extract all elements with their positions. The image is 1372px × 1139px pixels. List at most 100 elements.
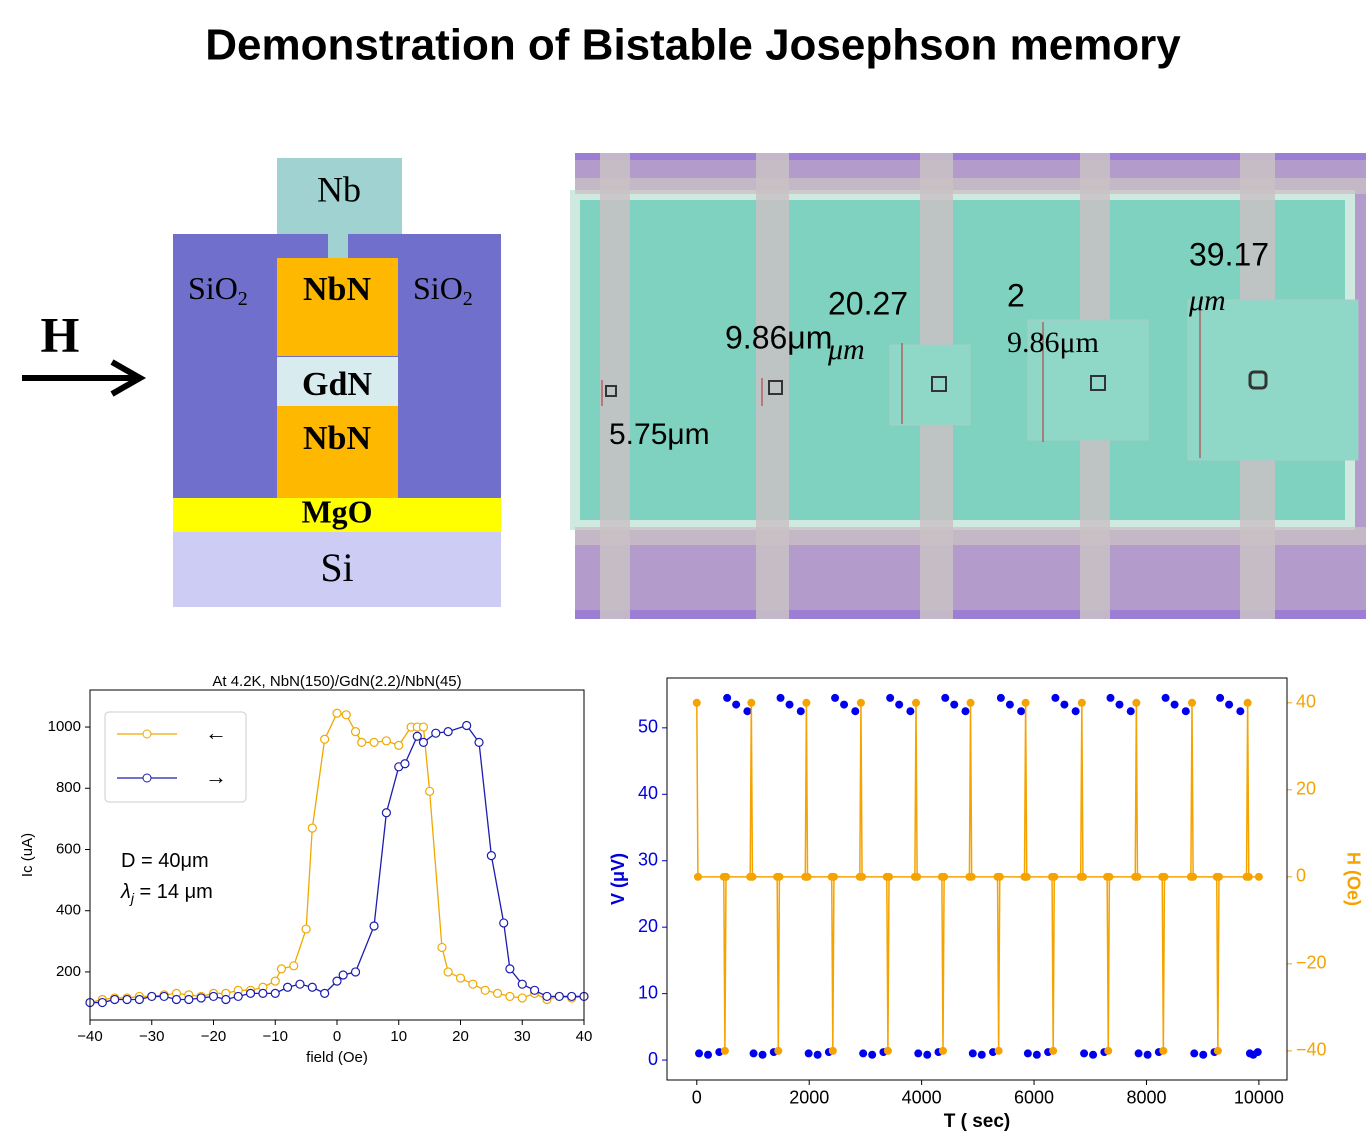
data-point bbox=[350, 967, 361, 977]
data-point bbox=[122, 994, 132, 1005]
size-label: μm bbox=[1188, 284, 1226, 317]
chart: At 4.2K, NbN(150)/GdN(2.2)/NbN(45) −40 −30… bbox=[19, 673, 592, 1066]
data-point bbox=[994, 1046, 1003, 1055]
data-point bbox=[1134, 1049, 1143, 1058]
data-point bbox=[505, 991, 515, 1002]
data-point bbox=[258, 988, 268, 998]
data-point bbox=[885, 872, 894, 881]
data-point bbox=[774, 1046, 783, 1055]
x-tick-label: −20 bbox=[201, 1028, 226, 1045]
data-point bbox=[245, 988, 256, 998]
x-tick-label: 0 bbox=[692, 1088, 702, 1108]
data-point bbox=[967, 872, 976, 881]
data-point bbox=[940, 872, 949, 881]
data-point bbox=[418, 722, 429, 732]
nbn-bottom bbox=[277, 406, 398, 498]
data-point bbox=[906, 707, 915, 716]
y-tick-label: 30 bbox=[638, 849, 658, 869]
x-tick-label: 8000 bbox=[1126, 1088, 1166, 1108]
data-point bbox=[913, 872, 922, 881]
layer-label: NbN bbox=[303, 271, 371, 308]
junction bbox=[1248, 370, 1268, 390]
data-point bbox=[320, 734, 330, 744]
junction bbox=[931, 376, 947, 392]
x-tick-label: −10 bbox=[263, 1028, 288, 1045]
data-point bbox=[1216, 693, 1225, 702]
data-point bbox=[1104, 1046, 1113, 1055]
data-point bbox=[961, 707, 970, 716]
data-point bbox=[418, 737, 429, 747]
data-point bbox=[831, 693, 840, 702]
size-label: 5.75μm bbox=[609, 418, 710, 451]
y-tick-label: 50 bbox=[638, 717, 658, 737]
data-point bbox=[1170, 700, 1179, 709]
y2-tick-label: 20 bbox=[1296, 779, 1316, 799]
data-point bbox=[1106, 693, 1115, 702]
legend-marker bbox=[142, 729, 152, 739]
data-point bbox=[1244, 872, 1253, 881]
data-point bbox=[748, 872, 757, 881]
data-point bbox=[492, 988, 503, 998]
y2-tick-label: 0 bbox=[1296, 866, 1306, 886]
data-point bbox=[1060, 700, 1069, 709]
data-point bbox=[171, 994, 182, 1005]
y-tick-label: 200 bbox=[56, 963, 81, 980]
data-point bbox=[938, 1046, 947, 1055]
x-tick-label: −40 bbox=[77, 1028, 102, 1045]
data-point bbox=[743, 707, 752, 716]
data-point bbox=[977, 1050, 986, 1059]
micrograph: 5.75μm 9.86μm 20.27 μm 2 9.86μm 39.17 μm bbox=[570, 153, 1366, 619]
data-point bbox=[468, 979, 478, 989]
data-point bbox=[301, 924, 311, 934]
data-point bbox=[1080, 1049, 1089, 1058]
data-point bbox=[307, 982, 317, 992]
mgo-layer bbox=[173, 498, 501, 532]
data-point bbox=[320, 988, 330, 998]
data-point bbox=[722, 872, 731, 881]
y-tick-label: 600 bbox=[56, 840, 81, 857]
data-point bbox=[283, 982, 293, 992]
data-point bbox=[184, 994, 194, 1005]
data-point bbox=[431, 728, 441, 738]
annotation: D = 40μm bbox=[121, 850, 209, 872]
layer-diagram: Nb SiO2 SiO2 NbN GdN NbN MgO Si H bbox=[22, 158, 501, 607]
data-point bbox=[233, 991, 243, 1002]
data-point bbox=[802, 698, 811, 707]
data-point bbox=[804, 1049, 813, 1058]
data-point bbox=[776, 693, 785, 702]
data-point bbox=[341, 710, 351, 720]
data-point bbox=[883, 1046, 892, 1055]
data-point bbox=[695, 1049, 704, 1058]
data-point bbox=[923, 1050, 932, 1059]
junction-pad bbox=[1027, 319, 1149, 441]
data-point bbox=[941, 693, 950, 702]
data-point bbox=[381, 736, 391, 746]
data-point bbox=[208, 991, 219, 1002]
data-point bbox=[1115, 700, 1124, 709]
annotation-text: D = 40μm bbox=[121, 850, 209, 872]
data-point bbox=[859, 1049, 868, 1058]
x-tick-label: 30 bbox=[514, 1028, 531, 1045]
data-point bbox=[517, 979, 527, 989]
layer-label: Si bbox=[320, 545, 353, 590]
junction bbox=[1090, 375, 1106, 391]
data-point bbox=[1254, 872, 1263, 881]
data-point bbox=[858, 872, 867, 881]
x-tick-label: 4000 bbox=[902, 1088, 942, 1108]
data-point bbox=[1077, 698, 1086, 707]
data-point bbox=[895, 700, 904, 709]
data-point bbox=[462, 720, 472, 731]
data-point bbox=[529, 985, 540, 995]
data-point bbox=[97, 997, 107, 1008]
data-point bbox=[1181, 707, 1190, 716]
layer-label: GdN bbox=[302, 366, 372, 403]
data-point bbox=[1160, 872, 1169, 881]
slide-title: Demonstration of Bistable Josephson memo… bbox=[205, 21, 1181, 70]
label-subscript: 2 bbox=[463, 288, 473, 310]
y-tick-label: 800 bbox=[56, 779, 81, 796]
data-point bbox=[505, 964, 515, 974]
field-arrow-head bbox=[110, 359, 147, 397]
data-point bbox=[1089, 1050, 1098, 1059]
